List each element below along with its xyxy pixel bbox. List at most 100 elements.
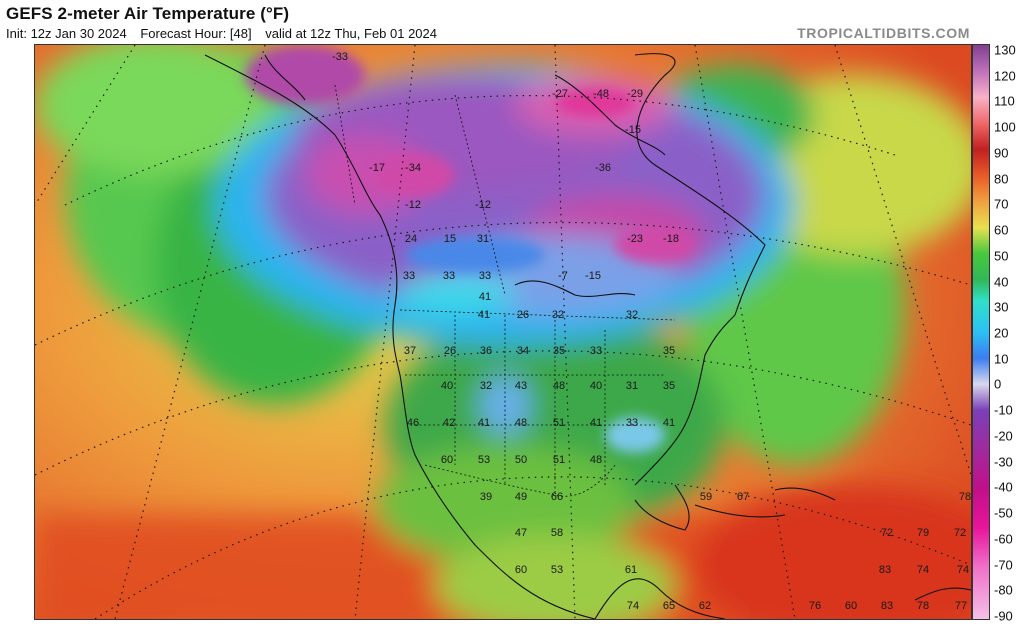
temperature-value-label: 78: [959, 491, 971, 503]
temperature-value-label: 39: [480, 491, 492, 503]
temperature-value-label: 36: [480, 345, 492, 357]
colorbar-tick: 40: [994, 274, 1009, 290]
temperature-value-label: -23: [627, 233, 643, 245]
temperature-value-label: -15: [585, 270, 601, 282]
temperature-value-label: 51: [553, 417, 565, 429]
colorbar-tick: -40: [994, 479, 1013, 495]
temperature-map: -33 -27 -48 -29 -15 -17 -34 -36 -12 -12 24 15 31 -7 -1…: [34, 44, 972, 620]
temperature-value-label: 47: [515, 527, 527, 539]
colorbar-tick: -90: [994, 608, 1013, 624]
temperature-value-label: 43: [515, 380, 527, 392]
colorbar-tick: 30: [994, 299, 1009, 315]
colorbar: [972, 44, 990, 620]
temperature-value-label: 42: [443, 417, 455, 429]
temperature-value-label: 33: [479, 270, 491, 282]
temperature-value-label: 77: [955, 600, 967, 612]
forecast-hour: Forecast Hour: [48]: [140, 26, 252, 41]
map-canvas: -33 -27 -48 -29 -15 -17 -34 -36 -12 -12 24 15 31 -7 -1…: [35, 45, 971, 619]
temperature-value-label: 76: [809, 600, 821, 612]
temperature-value-label: 33: [590, 345, 602, 357]
temperature-value-label: -12: [475, 199, 491, 211]
temperature-value-label: 59: [700, 491, 712, 503]
coastlines: [204, 53, 971, 619]
temperature-value-label: 74: [627, 600, 639, 612]
temperature-value-label: -33: [332, 51, 348, 63]
temperature-value-label: 48: [553, 380, 565, 392]
temperature-value-label: 33: [403, 270, 415, 282]
temperature-value-label: 67: [737, 491, 749, 503]
colorbar-tick: 80: [994, 171, 1009, 187]
temperature-labels: -33 -27 -48 -29 -15 -17 -34 -36 -12 -12 24 15 31 -7 -1…: [332, 51, 971, 612]
colorbar-tick: -20: [994, 428, 1013, 444]
temperature-value-label: 46: [407, 417, 419, 429]
temperature-value-label: -7: [558, 270, 568, 282]
temperature-value-label: 32: [480, 380, 492, 392]
colorbar-tick: 110: [994, 93, 1015, 109]
temperature-value-label: 33: [626, 417, 638, 429]
temperature-value-label: 78: [917, 600, 929, 612]
temperature-field: [35, 45, 971, 619]
chart-title: GEFS 2-meter Air Temperature (°F): [6, 4, 290, 23]
colorbar-tick: 120: [994, 68, 1016, 84]
temperature-value-label: 40: [590, 380, 602, 392]
temperature-value-label: 31: [477, 233, 489, 245]
colorbar-tick: 20: [994, 325, 1009, 341]
colorbar-tick: 60: [994, 222, 1009, 238]
colorbar-tick: 130: [994, 42, 1016, 58]
temperature-value-label: 83: [879, 564, 891, 576]
temperature-value-label: 41: [478, 309, 490, 321]
temperature-value-label: 41: [479, 291, 491, 303]
temperature-value-label: 33: [443, 270, 455, 282]
temperature-value-label: 60: [515, 564, 527, 576]
colorbar-tick: 90: [994, 145, 1009, 161]
temperature-value-label: 65: [663, 600, 675, 612]
colorbar-tick: 50: [994, 248, 1009, 264]
colorbar-tick: -50: [994, 505, 1013, 521]
colorbar-tick: 0: [994, 376, 1002, 392]
temperature-value-label: 49: [515, 491, 527, 503]
temperature-value-label: 35: [663, 345, 675, 357]
temperature-value-label: 60: [845, 600, 857, 612]
temperature-value-label: 50: [515, 454, 527, 466]
temperature-value-label: 60: [441, 454, 453, 466]
temperature-value-label: -48: [593, 88, 609, 100]
temperature-value-label: -29: [627, 88, 643, 100]
temperature-value-label: 26: [517, 309, 529, 321]
temperature-value-label: 24: [405, 233, 417, 245]
graticule: [35, 45, 971, 619]
temperature-value-label: 83: [881, 600, 893, 612]
site-credit: TROPICALTIDBITS.COM: [797, 25, 970, 41]
borders: [334, 84, 676, 497]
temperature-value-label: 32: [552, 309, 564, 321]
colorbar-tick: -60: [994, 531, 1013, 547]
colorbar-tick: 10: [994, 351, 1009, 367]
temperature-value-label: 58: [551, 527, 563, 539]
temperature-value-label: -15: [625, 124, 641, 136]
temperature-value-label: 74: [957, 564, 969, 576]
temperature-value-label: 32: [626, 309, 638, 321]
colorbar-gradient: [973, 45, 989, 619]
temperature-value-label: -18: [663, 233, 679, 245]
temperature-value-label: 31: [626, 380, 638, 392]
temperature-value-label: 48: [590, 454, 602, 466]
temperature-value-label: -27: [552, 88, 568, 100]
temperature-value-label: 35: [553, 345, 565, 357]
temperature-value-label: -12: [405, 199, 421, 211]
temperature-value-label: 35: [663, 380, 675, 392]
chart-subtitle: Init: 12z Jan 30 2024 Forecast Hour: [48…: [6, 26, 447, 41]
colorbar-tick: -10: [994, 402, 1013, 418]
temperature-value-label: 66: [551, 491, 563, 503]
temperature-value-label: -36: [595, 162, 611, 174]
temperature-value-label: 53: [551, 564, 563, 576]
temperature-value-label: 79: [917, 527, 929, 539]
colorbar-tick: -80: [994, 582, 1013, 598]
temperature-value-label: 26: [444, 345, 456, 357]
valid-time: valid at 12z Thu, Feb 01 2024: [265, 26, 438, 41]
temperature-value-label: 40: [441, 380, 453, 392]
temperature-value-label: -17: [369, 162, 385, 174]
init-time: Init: 12z Jan 30 2024: [6, 26, 127, 41]
colorbar-tick: 70: [994, 196, 1009, 212]
temperature-value-label: 74: [917, 564, 929, 576]
temperature-value-label: 41: [663, 417, 675, 429]
colorbar-tick: -70: [994, 557, 1013, 573]
